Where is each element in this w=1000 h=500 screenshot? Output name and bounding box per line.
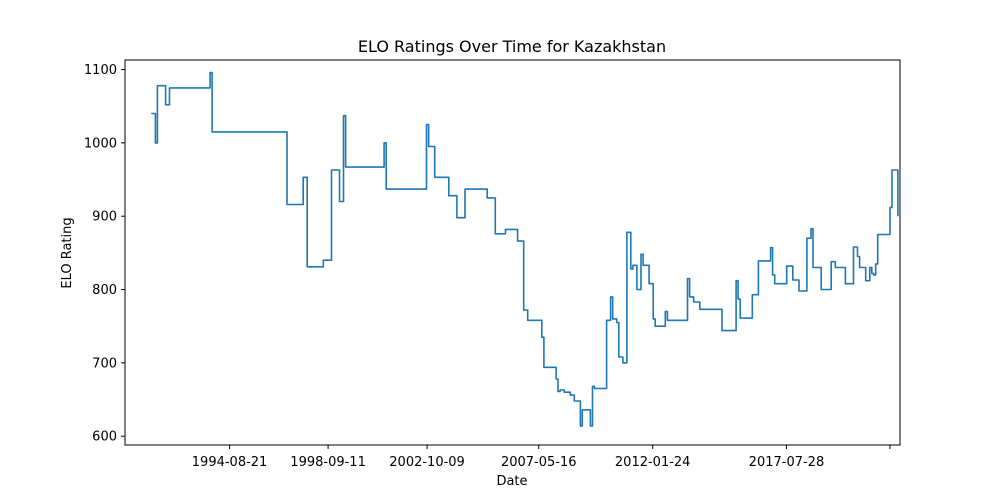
y-tick-label: 1000 [84,136,117,151]
x-axis: 1994-08-21 1998-09-11 2002-10-09 2007-05-16… [192,445,891,470]
x-tick-label: 1994-08-21 [192,455,268,470]
elo-series-line [151,71,899,427]
x-tick-label: 1998-09-11 [290,455,366,470]
y-axis: 600 700 800 900 1000 1100 [84,63,125,445]
y-tick-label: 800 [92,283,117,298]
y-tick-label: 1100 [84,63,117,78]
y-tick-label: 600 [92,430,117,445]
x-tick-label: 2012-01-24 [615,455,691,470]
y-tick-label: 700 [92,356,117,371]
y-axis-label: ELO Rating [60,217,75,288]
series-layer [151,71,899,427]
plot-frame [124,59,901,446]
x-tick-label: 2002-10-09 [389,455,465,470]
x-tick-label: 2007-05-16 [501,455,577,470]
x-tick-label: 2017-07-28 [749,455,825,470]
chart-title: ELO Ratings Over Time for Kazakhstan [358,37,666,56]
x-axis-label: Date [496,474,527,489]
y-tick-label: 900 [92,210,117,225]
